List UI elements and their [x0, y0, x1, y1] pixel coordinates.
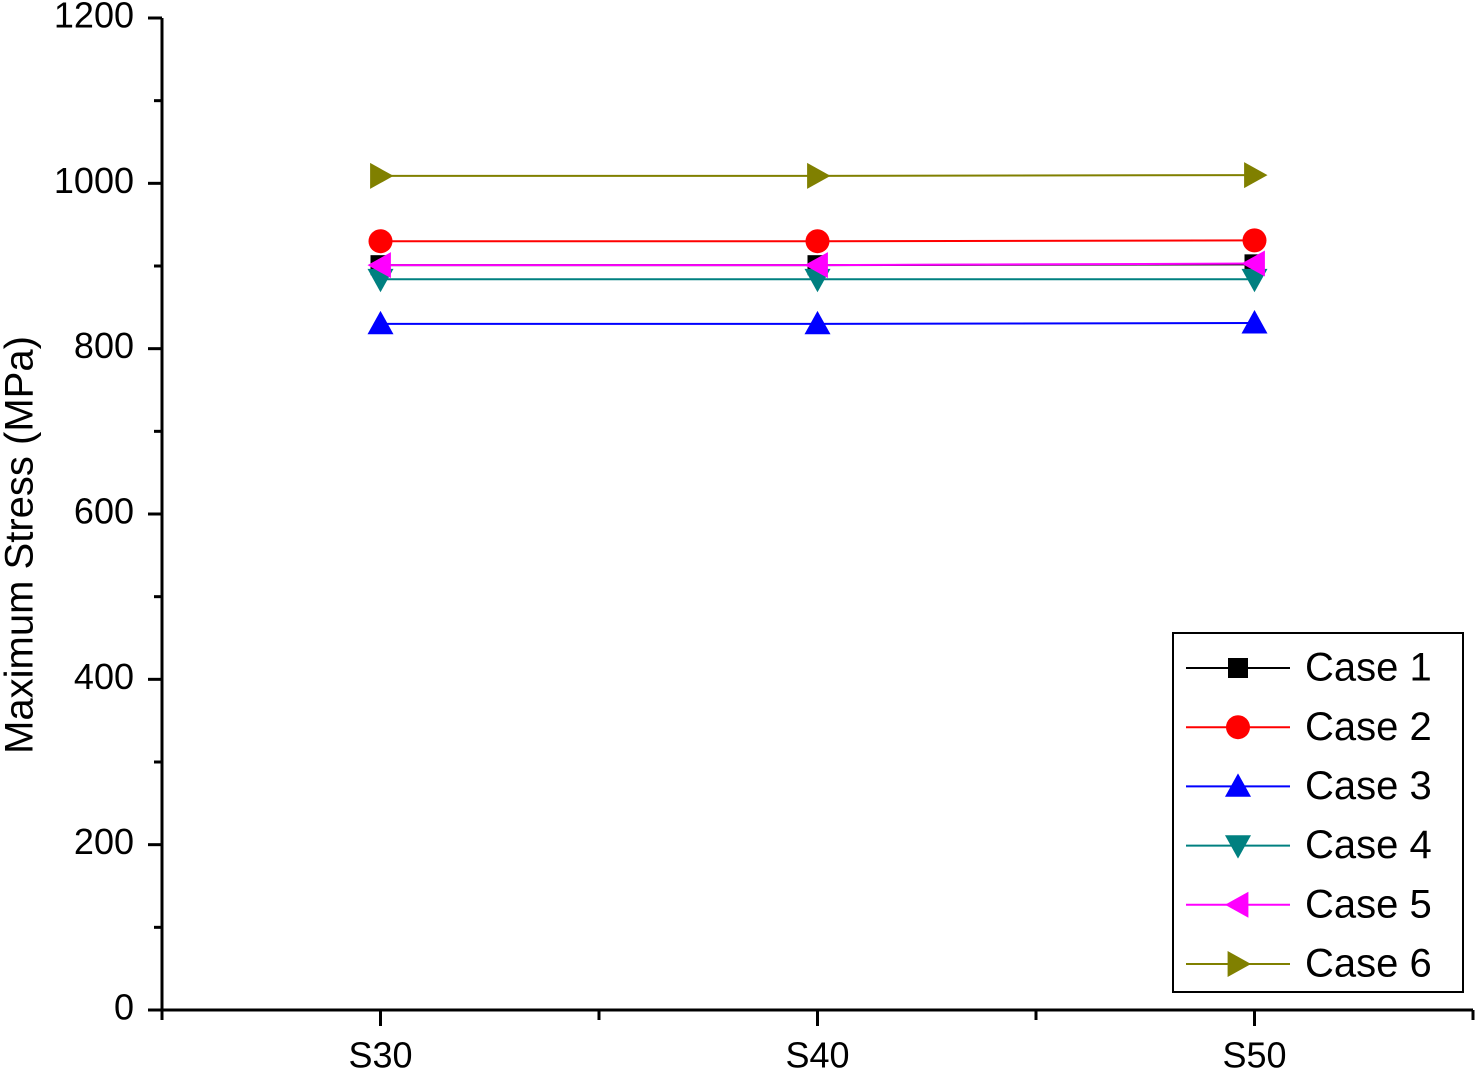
marker [804, 252, 828, 279]
y-tick-label: 0 [114, 987, 134, 1028]
legend-marker [1227, 951, 1251, 977]
legend-marker [1226, 715, 1250, 740]
y-axis-label: Maximum Stress (MPa) [0, 336, 42, 754]
x-tick-label: S50 [1222, 1035, 1286, 1075]
y-tick-label: 1000 [54, 160, 134, 201]
legend-box [1172, 632, 1464, 993]
marker [1241, 310, 1268, 334]
legend-label: Case 4 [1305, 823, 1432, 867]
legend-label: Case 2 [1305, 705, 1432, 749]
y-tick-label: 200 [74, 821, 134, 862]
marker [370, 162, 394, 189]
legend-label: Case 5 [1305, 882, 1432, 926]
marker [805, 229, 830, 254]
marker [367, 310, 394, 335]
legend-marker [1225, 773, 1251, 797]
marker [1241, 268, 1268, 293]
legend-marker [1225, 835, 1251, 859]
marker [1241, 250, 1265, 277]
legend: Case 1 Case 2 Case 3 Case 4 Case 5 Case 6 [1172, 632, 1464, 993]
marker [1242, 228, 1267, 253]
legend-marker [1228, 658, 1248, 678]
legend-label: Case 1 [1305, 646, 1432, 690]
legend-marker [1225, 891, 1249, 918]
marker [368, 229, 393, 254]
y-tick-label: 400 [74, 656, 134, 697]
legend-label: Case 3 [1305, 764, 1432, 808]
marker [804, 310, 831, 335]
marker [807, 162, 831, 189]
x-tick-label: S40 [785, 1035, 849, 1075]
y-tick-label: 1200 [54, 0, 134, 36]
marker [1244, 162, 1268, 189]
marker [367, 252, 391, 279]
x-tick-label: S30 [348, 1035, 412, 1075]
legend-label: Case 6 [1305, 942, 1432, 986]
y-tick-label: 600 [74, 491, 134, 532]
y-tick-label: 800 [74, 325, 134, 366]
